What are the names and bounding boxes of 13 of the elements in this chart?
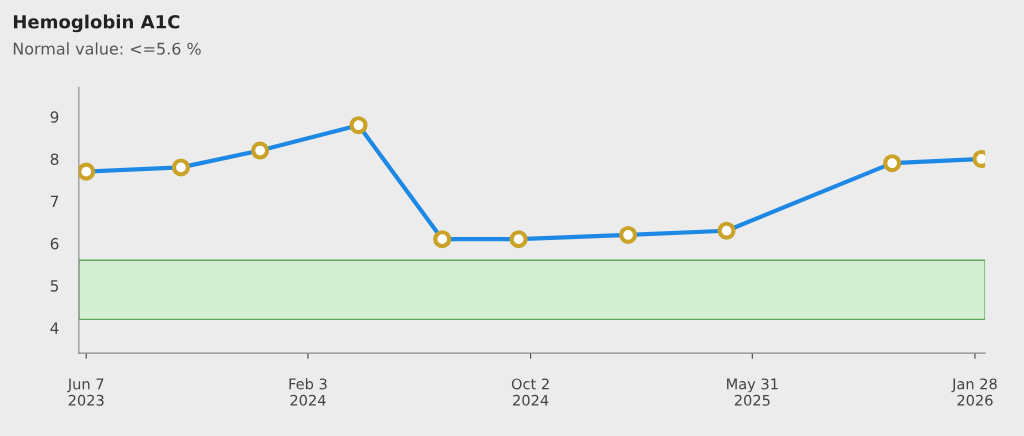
y-tick-label: 9 bbox=[50, 111, 59, 123]
y-tick-label: 5 bbox=[50, 280, 59, 292]
x-tick-label: Jan 28 2026 bbox=[951, 378, 997, 406]
y-tick-label: 4 bbox=[50, 322, 59, 334]
y-tick-label: 6 bbox=[50, 237, 59, 250]
y-tick-label: 7 bbox=[50, 195, 59, 207]
x-tick-label: Feb 3 2024 bbox=[289, 378, 327, 406]
x-tick-label: Jun 7 2023 bbox=[67, 378, 104, 406]
chart-subtitle: Normal value: <=5.6 % bbox=[13, 42, 201, 55]
x-tick-label: Oct 2 2024 bbox=[511, 378, 549, 406]
y-tick-label: 8 bbox=[50, 153, 59, 165]
chart-title: Hemoglobin A1C bbox=[13, 14, 180, 33]
x-tick-label: May 31 2025 bbox=[727, 378, 778, 406]
